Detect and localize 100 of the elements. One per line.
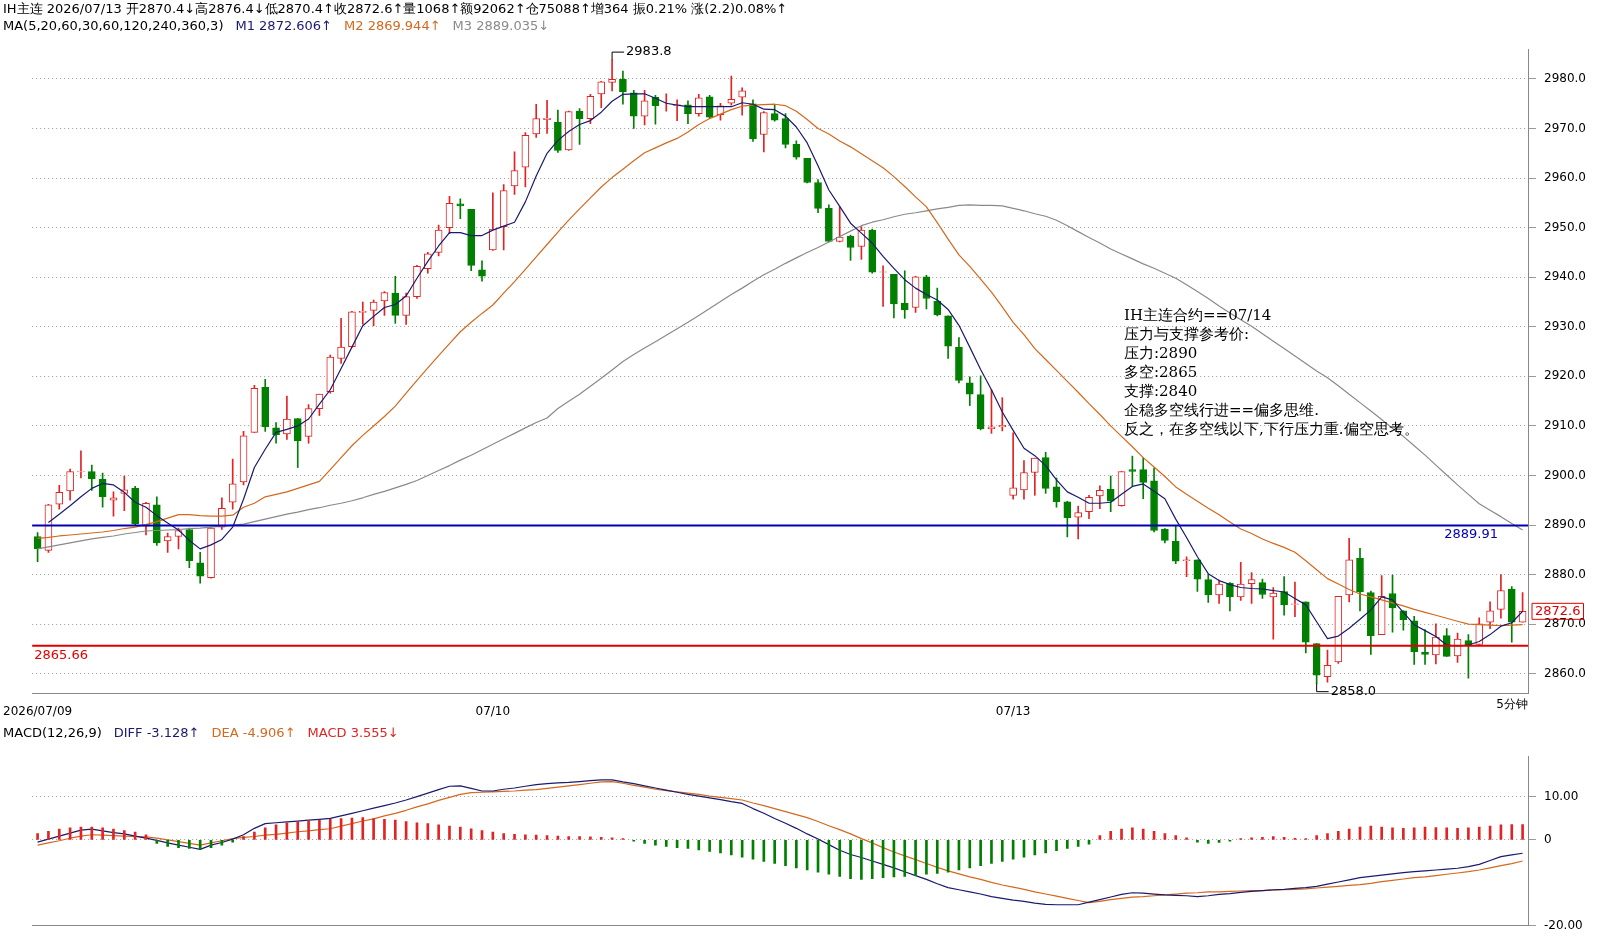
y-tick-label: 2910.0 — [1544, 418, 1587, 433]
bar — [1044, 840, 1047, 854]
bar — [1120, 828, 1123, 840]
candlestick — [1421, 629, 1429, 665]
chart-title: IH主连 2026/07/13 开2870.4↓高2876.4↓低2870.4↑收2872.6↑量1068↑额92062↑仓75088↑增364 振0.21% 涨(2.2)0.08%↑ — [3, 0, 788, 17]
bar — [805, 840, 809, 871]
text: M1 2872.606↑ — [235, 17, 333, 34]
bar — [437, 824, 440, 840]
bar — [697, 840, 701, 851]
y-tick-label: 2950.0 — [1544, 219, 1587, 234]
bar — [589, 836, 592, 840]
bar — [307, 820, 310, 840]
bar — [177, 840, 180, 848]
x-axis-title: 5分钟 — [1496, 696, 1529, 711]
bar — [1196, 840, 1199, 843]
annotation: 企稳多空线行进==偏多思维. — [1124, 401, 1319, 419]
bar — [838, 840, 842, 877]
bar — [1131, 827, 1134, 840]
text: 2983.8 — [626, 43, 672, 59]
y-tick-label: 2970.0 — [1544, 120, 1587, 135]
bar — [968, 840, 972, 869]
bar — [1033, 840, 1037, 856]
bar — [664, 840, 668, 847]
y-tick-label: 2880.0 — [1544, 566, 1587, 581]
bar — [914, 840, 917, 876]
candlestick — [900, 270, 909, 319]
x-tick-label: 07/10 — [475, 703, 511, 718]
y-tick-label: 2930.0 — [1544, 318, 1587, 333]
x-tick-label: 2026/07/09 — [3, 703, 73, 718]
bar — [513, 834, 516, 840]
candlestick — [727, 75, 736, 106]
text: MACD 3.555↓ — [307, 724, 399, 741]
bar — [599, 837, 603, 840]
bar — [643, 840, 646, 844]
bar — [90, 826, 94, 840]
bar — [1076, 840, 1080, 847]
y-tick-label: 2960.0 — [1544, 170, 1587, 185]
bar — [849, 840, 852, 879]
bar — [1391, 827, 1394, 840]
y-tick-label: 2870.0 — [1544, 616, 1587, 631]
bar — [1174, 835, 1178, 840]
bar — [1380, 826, 1384, 840]
bar — [870, 840, 874, 879]
y-tick-label: 0 — [1544, 832, 1552, 847]
bar — [242, 836, 245, 840]
bar — [393, 819, 397, 840]
annotation: 多空:2865 — [1124, 363, 1198, 381]
bar — [448, 825, 451, 840]
candlestick — [835, 206, 844, 243]
bar — [1261, 837, 1264, 840]
bar — [578, 836, 581, 840]
bar — [1510, 824, 1514, 840]
y-tick-label: 2980.0 — [1544, 71, 1587, 86]
bar — [1185, 837, 1188, 840]
y-tick-label: 2900.0 — [1544, 467, 1587, 482]
bar — [1402, 828, 1405, 840]
bar — [1477, 826, 1481, 840]
bar — [1336, 831, 1340, 840]
bar — [1467, 827, 1470, 840]
annotation: IH主连合约==07/14 — [1124, 306, 1272, 324]
annotation: 压力与支撑参考价: — [1124, 325, 1250, 343]
bar — [719, 840, 722, 854]
text: M2 2869.944↑ — [344, 17, 441, 34]
bar — [925, 840, 928, 875]
bar — [383, 818, 386, 840]
bar — [166, 840, 169, 847]
bar — [1066, 840, 1069, 849]
bar — [860, 840, 863, 880]
bar — [426, 823, 430, 840]
bar — [57, 828, 61, 840]
bar — [318, 819, 321, 840]
text: 2858.0 — [1330, 683, 1377, 699]
y-tick-label: 2860.0 — [1544, 665, 1587, 680]
bar — [1000, 840, 1004, 862]
annotation: 反之，在多空线以下,下行压力重.偏空思考。 — [1124, 420, 1419, 438]
bar — [122, 830, 126, 840]
bar — [101, 827, 104, 840]
y-tick-label: 2920.0 — [1544, 368, 1587, 383]
bar — [1445, 827, 1449, 840]
bar — [188, 840, 191, 849]
ref-line-label: 2865.66 — [34, 646, 88, 662]
bar — [935, 840, 939, 874]
bar — [372, 818, 375, 840]
bar — [990, 840, 993, 864]
text: DEA -4.906↑ — [211, 724, 296, 741]
bar — [773, 840, 776, 864]
text: DIFF -3.128↑ — [113, 724, 200, 741]
chart-subtitle: MA(5,20,60,30,60,120,240,360,3) — [3, 17, 224, 34]
y-tick-label: 2890.0 — [1544, 517, 1587, 532]
candlestick — [608, 59, 616, 92]
bar — [1412, 827, 1416, 840]
candlestick — [998, 397, 1007, 432]
bar — [502, 833, 506, 840]
bar — [1271, 836, 1275, 840]
bar — [1326, 833, 1329, 840]
bar — [729, 840, 733, 856]
bar — [979, 840, 982, 867]
y-tick-label: 2940.0 — [1544, 269, 1587, 284]
bar — [610, 837, 614, 840]
bar — [1141, 828, 1145, 840]
